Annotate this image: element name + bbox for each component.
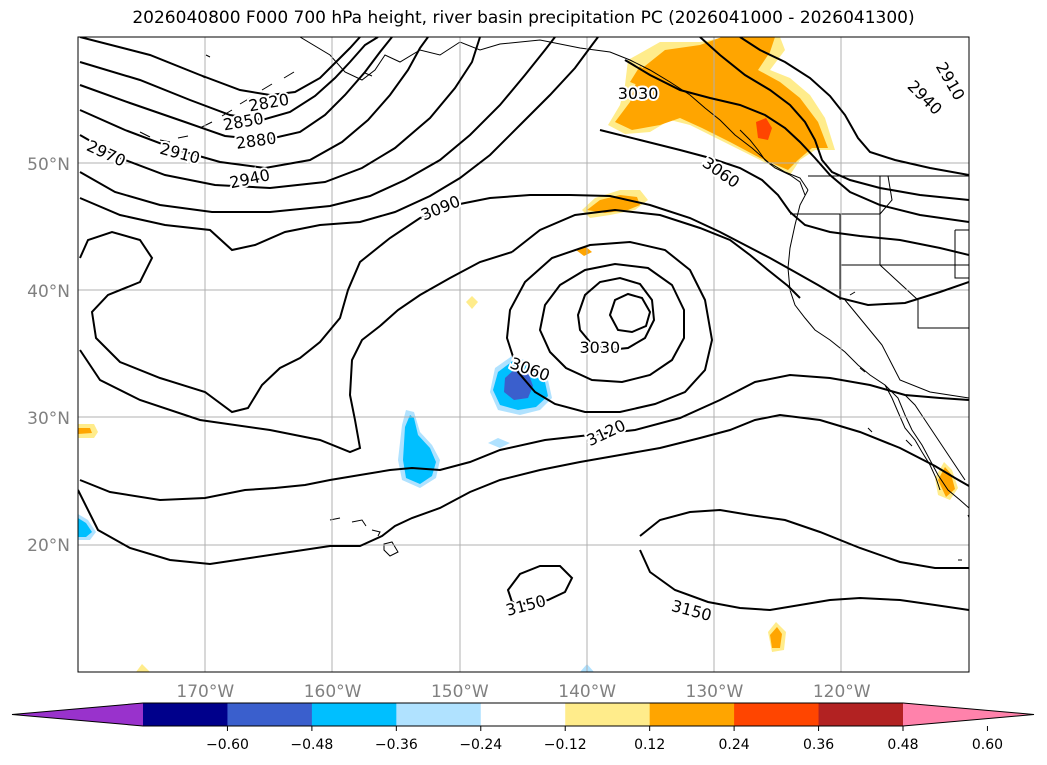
colorbar-segment xyxy=(396,703,482,726)
mexico-islands xyxy=(958,514,969,561)
contour-2940 xyxy=(79,37,481,190)
height-contours xyxy=(78,37,969,612)
contour-3120-outer xyxy=(79,373,969,502)
map-frame xyxy=(77,36,970,673)
british-columbia-coast xyxy=(739,129,806,196)
contour-label: 2940 xyxy=(904,76,946,118)
colorbar-segment xyxy=(734,703,820,726)
graticule xyxy=(78,37,969,672)
colorbar-tick-label: 0.12 xyxy=(634,737,665,753)
contour-2820 xyxy=(79,37,361,97)
baja-peninsula xyxy=(884,384,941,491)
colorbar-extend-high xyxy=(903,703,1034,726)
precip-anomaly-shading xyxy=(78,37,958,672)
map-title: 2026040800 F000 700 hPa height, river ba… xyxy=(132,8,915,28)
lat-label: 50°N xyxy=(27,155,70,175)
contour-high-ring-3 xyxy=(576,276,656,352)
contour-labels: 2820285028802910297029403090303030602940… xyxy=(82,57,971,627)
contour-label: 2970 xyxy=(84,136,129,170)
contour-3090-ring xyxy=(79,194,969,414)
colorbar-tick-label: 0.48 xyxy=(887,737,918,753)
contour-label: 3150 xyxy=(670,596,714,625)
colorbar-tick-label: −0.48 xyxy=(290,737,333,753)
contour-3000-east xyxy=(699,37,969,201)
contour-3000-west xyxy=(79,37,599,252)
colorbar-segment xyxy=(143,703,228,726)
lat-label: 30°N xyxy=(27,409,70,429)
latitude-labels: 50°N 40°N 30°N 20°N xyxy=(27,155,70,556)
hawaiian-islands xyxy=(329,517,399,557)
contour-label: 2880 xyxy=(235,128,278,152)
lon-label: 120°W xyxy=(813,682,871,702)
positive-anomaly-pacific-northwest xyxy=(608,37,835,175)
contour-3150-low xyxy=(639,549,969,612)
state-borders xyxy=(790,175,969,399)
contour-high-ring-4 xyxy=(608,292,652,334)
colorbar-segment xyxy=(480,703,566,726)
colorbar-tick-label: −0.60 xyxy=(206,737,249,753)
longitude-labels: 170°W 160°W 150°W 140°W 130°W 120°W xyxy=(176,682,870,702)
contour-3090-high xyxy=(511,208,801,299)
contour-2970 xyxy=(79,37,556,213)
contour-label: 3120 xyxy=(584,416,629,450)
lat-label: 40°N xyxy=(27,282,70,302)
colorbar-tick-label: −0.12 xyxy=(544,737,587,753)
lat-label: 20°N xyxy=(27,536,70,556)
contour-3090-lower xyxy=(79,251,513,454)
contour-3030-north xyxy=(624,59,969,223)
colorbar-tick-label: −0.24 xyxy=(459,737,502,753)
colorbar-segment xyxy=(227,703,313,726)
contour-2880 xyxy=(79,37,393,142)
colorbar-segment xyxy=(649,703,735,726)
colorbar-extend-low xyxy=(12,703,143,726)
lon-label: 130°W xyxy=(686,682,744,702)
contour-2910 xyxy=(79,37,429,170)
negative-anomaly-regions xyxy=(78,356,594,672)
contour-3150-south xyxy=(639,508,969,569)
lon-label: 170°W xyxy=(176,682,234,702)
colorbar: −0.60 −0.48 −0.36 −0.24 −0.12 0.12 0.24 0.36 0.4… xyxy=(11,702,1035,753)
gulf-of-california-coast xyxy=(904,394,966,481)
colorbar-segment xyxy=(311,703,397,726)
contour-high-ring-1 xyxy=(505,240,714,413)
alaska-coastline xyxy=(299,37,809,191)
colorbar-segment xyxy=(818,703,904,726)
colorbar-segment xyxy=(565,703,651,726)
colorbar-tick-label: 0.24 xyxy=(719,737,750,753)
colorbar-tick-label: −0.36 xyxy=(375,737,418,753)
coastlines-and-borders xyxy=(139,37,969,561)
contour-2970-east xyxy=(739,37,969,176)
colorbar-tick-label: 0.36 xyxy=(803,737,834,753)
lon-label: 140°W xyxy=(558,682,616,702)
contour-label: 3030 xyxy=(618,84,659,103)
lon-label: 150°W xyxy=(431,682,489,702)
contour-label: 3090 xyxy=(418,192,463,225)
contour-label: 3060 xyxy=(699,153,743,192)
contour-high-ring-2 xyxy=(538,262,685,384)
contour-label: 3030 xyxy=(580,338,621,357)
lon-label: 160°W xyxy=(304,682,362,702)
contour-3060-north xyxy=(599,129,969,256)
contour-2850 xyxy=(79,37,379,122)
contour-3120-south xyxy=(78,413,969,566)
contour-3150-island xyxy=(506,565,574,606)
colorbar-tick-label: 0.60 xyxy=(972,737,1003,753)
